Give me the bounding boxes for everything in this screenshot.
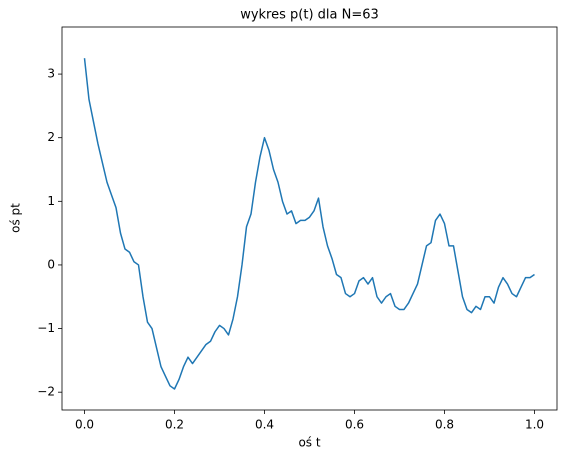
x-tick-label: 1.0 <box>525 418 544 432</box>
axes-frame <box>61 26 558 411</box>
y-tick-label: −1 <box>37 321 55 335</box>
chart-title: wykres p(t) dla N=63 <box>240 8 379 23</box>
y-tick-label: 0 <box>47 257 55 271</box>
x-tick-label: 0.2 <box>165 418 184 432</box>
x-tick-label: 0.0 <box>75 418 94 432</box>
y-tick-label: 2 <box>47 130 55 144</box>
x-tick-label: 0.8 <box>435 418 454 432</box>
data-line <box>83 58 535 390</box>
x-tick-label: 0.4 <box>255 418 274 432</box>
y-tick-label: 1 <box>47 194 55 208</box>
x-axis-label: oś t <box>298 436 320 450</box>
x-tick-label: 0.6 <box>345 418 364 432</box>
y-tick-label: 3 <box>47 67 55 81</box>
y-tick-label: −2 <box>37 385 55 399</box>
y-axis-label: oś pt <box>9 203 23 233</box>
